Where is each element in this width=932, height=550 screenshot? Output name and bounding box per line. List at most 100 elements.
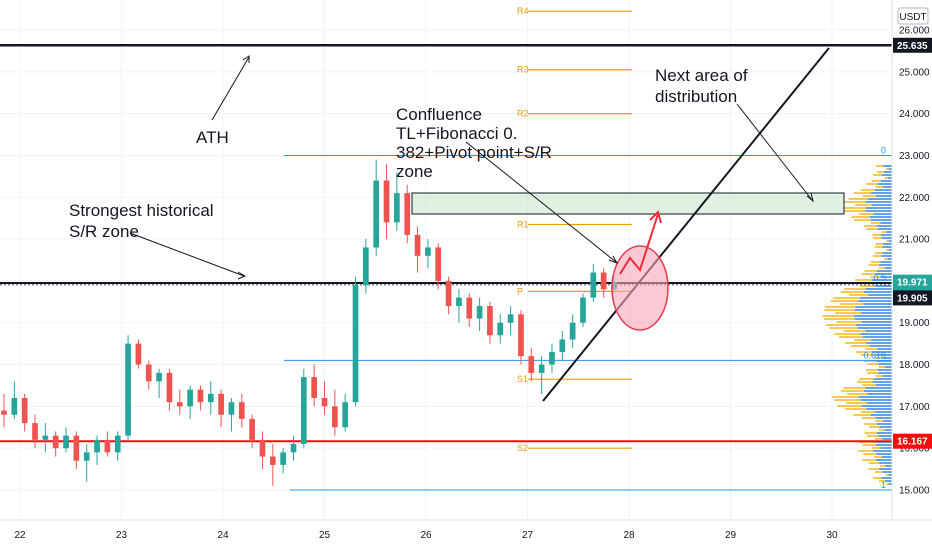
volume-bar-sell [858, 450, 874, 452]
fib-label: 1 [881, 480, 886, 490]
volume-bar-buy [888, 168, 892, 170]
volume-bar-sell [868, 462, 880, 464]
candle-body [156, 372, 162, 382]
price-levels: R4 R3 R2 R1 P S1 S2 0 0.5 0.618 1 [0, 6, 892, 491]
volume-bar-sell [862, 444, 876, 446]
x-tick-label: 27 [522, 530, 534, 541]
confluence-ellipse[interactable] [611, 245, 669, 331]
volume-bar-sell [863, 453, 877, 455]
volume-bar-sell [874, 357, 883, 359]
volume-bar-buy [884, 429, 892, 431]
volume-bar-sell [879, 480, 885, 482]
candle-body [52, 435, 59, 449]
ascending-trendline[interactable] [542, 47, 830, 402]
volume-bar-sell [848, 294, 869, 296]
volume-bar-sell [880, 465, 886, 467]
volume-bar-buy [855, 306, 892, 308]
currency-badge[interactable] [897, 7, 929, 25]
x-tick-label: 22 [14, 530, 26, 541]
volume-bar-buy [883, 165, 892, 167]
volume-bar-sell [854, 192, 872, 194]
volume-bar-buy [878, 435, 892, 437]
volume-bar-sell [830, 300, 859, 302]
volume-bar-buy [861, 321, 892, 323]
volume-bar-buy [860, 399, 892, 401]
ath-note: ATH [196, 128, 229, 147]
volume-bar-buy [869, 345, 892, 347]
ath-price-tag-bg [893, 37, 932, 53]
candle-body [42, 435, 49, 440]
volume-bar-buy [888, 474, 892, 476]
volume-bar-buy [882, 186, 892, 188]
volume-bar-buy [859, 297, 892, 299]
y-tick-label: 17.000 [899, 402, 930, 413]
volume-bar-sell [847, 393, 868, 395]
volume-bar-sell [855, 351, 873, 353]
candle-body [228, 402, 235, 415]
volume-bar-sell [862, 195, 876, 197]
candle-body [487, 306, 493, 336]
volume-bar-sell [822, 315, 854, 317]
volume-bar-sell [834, 399, 861, 401]
x-tick-label: 28 [623, 530, 635, 541]
volume-bar-sell [868, 468, 880, 470]
candle-body [425, 247, 431, 256]
volume-bar-sell [865, 228, 878, 230]
volume-bar-buy [854, 318, 892, 320]
volume-bar-buy [879, 264, 892, 266]
volume-bar-sell [863, 225, 877, 227]
volume-bar-sell [875, 420, 883, 422]
volume-bar-buy [868, 198, 892, 200]
volume-bar-buy [863, 390, 892, 392]
distribution-arrow[interactable] [736, 103, 813, 201]
volume-bar-sell [846, 402, 867, 404]
volume-bar-buy [881, 237, 892, 239]
confluence-arrow[interactable] [465, 141, 617, 263]
volume-bar-sell [840, 291, 864, 293]
y-tick-label: 18.000 [899, 360, 930, 371]
drawing-tools[interactable] [129, 47, 830, 402]
volume-bar-sell [824, 318, 855, 320]
volume-bar-buy [876, 225, 892, 227]
volume-bar-buy [882, 438, 892, 440]
candle-body [259, 439, 266, 457]
volume-bar-buy [867, 393, 892, 395]
fib-label: 0.5 [873, 273, 886, 283]
volume-bar-sell [862, 459, 876, 461]
ath-arrow[interactable] [211, 56, 250, 121]
volume-bar-buy [876, 360, 892, 362]
x-tick-label: 26 [420, 530, 432, 541]
volume-bar-sell [872, 255, 882, 257]
volume-bar-buy [855, 324, 892, 326]
volume-bar-sell [825, 324, 856, 326]
volume-bar-buy [881, 477, 892, 479]
volume-bar-sell [839, 336, 863, 338]
pivot-label: R4 [517, 6, 529, 16]
volume-bar-buy [874, 189, 892, 191]
sr-zone-arrow-head [237, 271, 247, 280]
volume-bar-buy [863, 303, 892, 305]
dotted-price-tag-text: 19.905 [897, 293, 928, 304]
volume-bar-buy [866, 408, 892, 410]
volume-bar-sell [855, 204, 872, 206]
volume-bar-sell [870, 222, 881, 224]
candle-body [114, 435, 121, 453]
ath-price-tag-text: 25.635 [897, 41, 928, 52]
volume-bar-buy [860, 312, 892, 314]
volume-bar-sell [861, 417, 876, 419]
volume-bar-sell [873, 174, 882, 176]
sr-zone-arrow[interactable] [129, 232, 245, 277]
volume-bar-buy [879, 468, 892, 470]
sr-zone-note: Strongest historical S/R zone [69, 201, 218, 241]
volume-bar-sell [886, 483, 889, 485]
volume-bar-sell [835, 312, 861, 314]
volume-bar-sell [855, 279, 872, 281]
volume-bar-buy [861, 405, 892, 407]
volume-bar-sell [886, 240, 889, 242]
candle-body [11, 398, 18, 415]
volume-bar-buy [880, 180, 892, 182]
volume-bar-buy [857, 327, 892, 329]
projection-arrow[interactable] [619, 213, 659, 275]
price-axis-panel[interactable] [892, 0, 932, 520]
